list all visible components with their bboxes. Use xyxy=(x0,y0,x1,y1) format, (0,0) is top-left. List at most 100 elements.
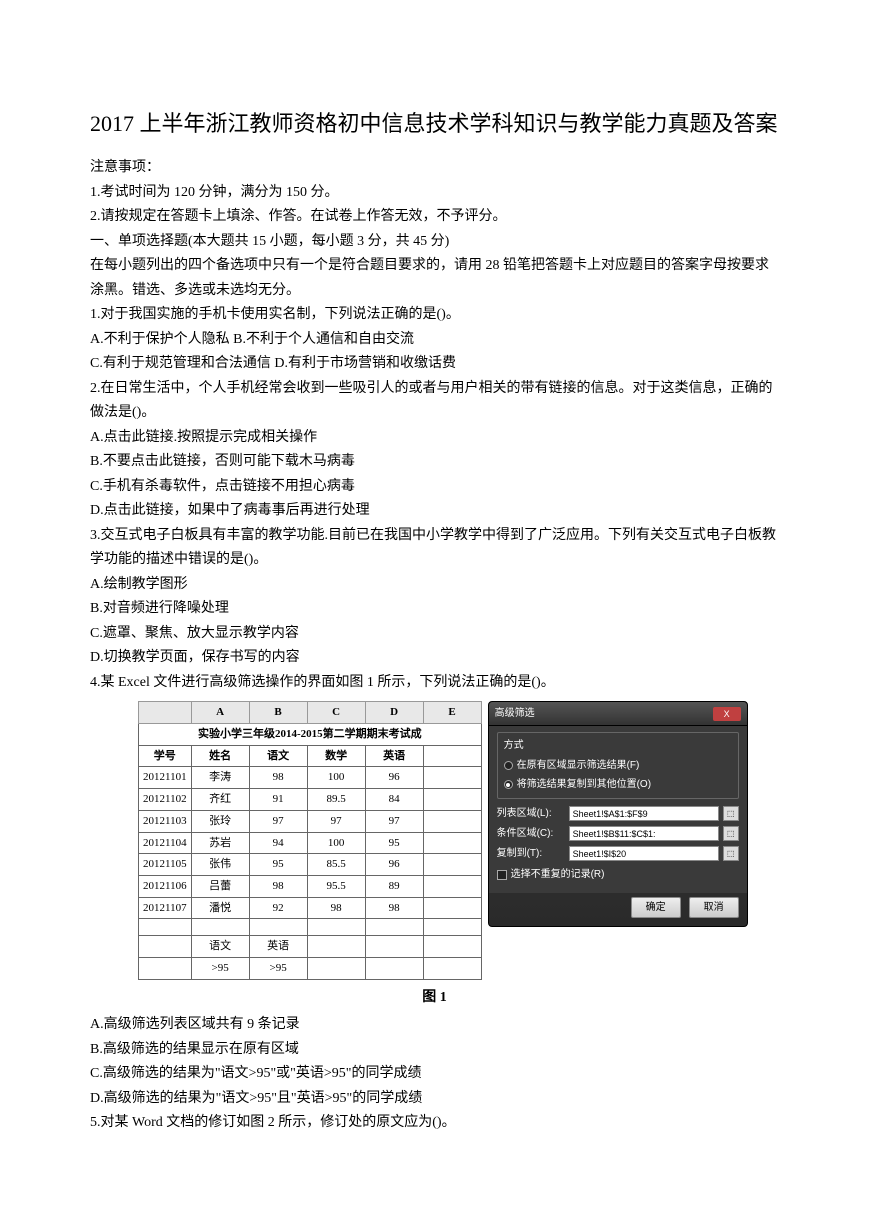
excel-cell xyxy=(139,957,192,979)
excel-cell xyxy=(365,936,423,958)
cancel-button[interactable]: 取消 xyxy=(689,897,739,918)
question-4-option-a: A.高级筛选列表区域共有 9 条记录 xyxy=(90,1013,779,1038)
criteria-range-label: 条件区域(C): xyxy=(497,825,565,842)
list-range-input[interactable]: Sheet1!$A$1:$F$9 xyxy=(569,806,719,821)
ok-button[interactable]: 确定 xyxy=(631,897,681,918)
radio-icon xyxy=(504,780,513,789)
unique-records-checkbox-row[interactable]: 选择不重复的记录(R) xyxy=(497,866,739,883)
excel-cell: 92 xyxy=(249,897,307,919)
dialog-title: 高级筛选 xyxy=(495,705,535,722)
criteria-value-row: >95>95 xyxy=(139,957,482,979)
figure-1-container: A B C D E 实验小学三年级2014-2015第二学期期末考试成 学号 姓… xyxy=(138,701,779,979)
table-row: 20121107潘悦929898 xyxy=(139,897,482,919)
excel-cell xyxy=(423,875,481,897)
excel-header-id: 学号 xyxy=(139,745,192,767)
excel-cell xyxy=(423,767,481,789)
table-row xyxy=(139,919,482,936)
question-3-option-d: D.切换教学页面，保存书写的内容 xyxy=(90,646,779,671)
question-4-option-b: B.高级筛选的结果显示在原有区域 xyxy=(90,1038,779,1063)
table-row: 20121106吕蕾9895.589 xyxy=(139,875,482,897)
excel-cell xyxy=(423,957,481,979)
advanced-filter-dialog: 高级筛选 X 方式 在原有区域显示筛选结果(F) 将筛选结果复制到其他位置(O)… xyxy=(488,701,748,927)
criteria-header-row: 语文英语 xyxy=(139,936,482,958)
table-row: 20121105张伟9585.596 xyxy=(139,854,482,876)
excel-cell xyxy=(423,897,481,919)
range-picker-button[interactable]: ⬚ xyxy=(723,846,739,861)
question-4: 4.某 Excel 文件进行高级筛选操作的界面如图 1 所示，下列说法正确的是(… xyxy=(90,671,779,696)
excel-cell xyxy=(307,936,365,958)
range-picker-button[interactable]: ⬚ xyxy=(723,806,739,821)
checkbox-icon xyxy=(497,870,507,880)
excel-cell: 98 xyxy=(249,767,307,789)
notice-line-2: 2.请按规定在答题卡上填涂、作答。在试卷上作答无效，不予评分。 xyxy=(90,205,779,230)
excel-cell: 20121105 xyxy=(139,854,192,876)
excel-cell: 20121107 xyxy=(139,897,192,919)
excel-cell xyxy=(139,936,192,958)
excel-title-row: 实验小学三年级2014-2015第二学期期末考试成 xyxy=(139,724,482,746)
dialog-titlebar: 高级筛选 X xyxy=(489,702,747,726)
radio-option-1[interactable]: 在原有区域显示筛选结果(F) xyxy=(504,756,732,775)
criteria-range-input[interactable]: Sheet1!$B$11:$C$1: xyxy=(569,826,719,841)
excel-col-e: E xyxy=(423,702,481,724)
excel-cell xyxy=(139,919,192,936)
copy-to-input[interactable]: Sheet1!$I$20 xyxy=(569,846,719,861)
question-1: 1.对于我国实施的手机卡使用实名制，下列说法正确的是()。 xyxy=(90,303,779,328)
notice-header: 注意事项： xyxy=(90,156,779,181)
excel-cell: 20121102 xyxy=(139,789,192,811)
excel-cell: 张伟 xyxy=(191,854,249,876)
notice-line-1: 1.考试时间为 120 分钟，满分为 150 分。 xyxy=(90,181,779,206)
excel-cell xyxy=(249,919,307,936)
excel-cell: 100 xyxy=(307,832,365,854)
excel-cell xyxy=(365,919,423,936)
table-row: 20121103张玲979797 xyxy=(139,810,482,832)
excel-criteria-value: >95 xyxy=(191,957,249,979)
radio-label-1: 在原有区域显示筛选结果(F) xyxy=(517,757,640,774)
question-1-options-cd: C.有利于规范管理和合法通信 D.有利于市场营销和收缴话费 xyxy=(90,352,779,377)
document-title: 2017 上半年浙江教师资格初中信息技术学科知识与教学能力真题及答案 xyxy=(90,100,779,148)
section-instruction: 在每小题列出的四个备选项中只有一个是符合题目要求的，请用 28 铅笔把答题卡上对… xyxy=(90,254,779,303)
radio-icon xyxy=(504,761,513,770)
excel-criteria-header: 语文 xyxy=(191,936,249,958)
excel-cell: 张玲 xyxy=(191,810,249,832)
excel-cell xyxy=(423,745,481,767)
excel-sheet-title: 实验小学三年级2014-2015第二学期期末考试成 xyxy=(139,724,482,746)
close-button[interactable]: X xyxy=(713,707,741,721)
radio-option-2[interactable]: 将筛选结果复制到其他位置(O) xyxy=(504,775,732,794)
excel-cell xyxy=(191,919,249,936)
question-3: 3.交互式电子白板具有丰富的教学功能.目前已在我国中小学教学中得到了广泛应用。下… xyxy=(90,524,779,573)
excel-column-headers: A B C D E xyxy=(139,702,482,724)
question-1-options-ab: A.不利于保护个人隐私 B.不利于个人通信和自由交流 xyxy=(90,328,779,353)
excel-header-math: 数学 xyxy=(307,745,365,767)
figure-1-caption: 图 1 xyxy=(90,986,779,1010)
excel-cell: 98 xyxy=(307,897,365,919)
table-row: 20121104苏岩9410095 xyxy=(139,832,482,854)
question-5: 5.对某 Word 文档的修订如图 2 所示，修订处的原文应为()。 xyxy=(90,1111,779,1136)
excel-cell xyxy=(423,936,481,958)
question-2-option-d: D.点击此链接，如果中了病毒事后再进行处理 xyxy=(90,499,779,524)
excel-cell: 潘悦 xyxy=(191,897,249,919)
excel-cell: 96 xyxy=(365,854,423,876)
excel-criteria-header: 英语 xyxy=(249,936,307,958)
excel-col-b: B xyxy=(249,702,307,724)
section-header: 一、单项选择题(本大题共 15 小题，每小题 3 分，共 45 分) xyxy=(90,230,779,255)
question-3-option-a: A.绘制教学图形 xyxy=(90,573,779,598)
question-2-option-c: C.手机有杀毒软件，点击链接不用担心病毒 xyxy=(90,475,779,500)
excel-header-name: 姓名 xyxy=(191,745,249,767)
excel-cell: 97 xyxy=(365,810,423,832)
excel-cell: 95.5 xyxy=(307,875,365,897)
excel-cell: 97 xyxy=(249,810,307,832)
question-4-option-c: C.高级筛选的结果为"语文>95"或"英语>95"的同学成绩 xyxy=(90,1062,779,1087)
excel-spreadsheet: A B C D E 实验小学三年级2014-2015第二学期期末考试成 学号 姓… xyxy=(138,701,482,979)
checkbox-label: 选择不重复的记录(R) xyxy=(511,866,605,883)
excel-cell: 97 xyxy=(307,810,365,832)
dialog-group-title: 方式 xyxy=(504,737,732,754)
question-2-option-a: A.点击此链接.按照提示完成相关操作 xyxy=(90,426,779,451)
question-2-option-b: B.不要点击此链接，否则可能下载木马病毒 xyxy=(90,450,779,475)
range-picker-button[interactable]: ⬚ xyxy=(723,826,739,841)
excel-cell xyxy=(423,789,481,811)
list-range-label: 列表区域(L): xyxy=(497,805,565,822)
excel-cell: 20121103 xyxy=(139,810,192,832)
excel-cell: 吕蕾 xyxy=(191,875,249,897)
excel-cell: 89.5 xyxy=(307,789,365,811)
excel-col-a: A xyxy=(191,702,249,724)
